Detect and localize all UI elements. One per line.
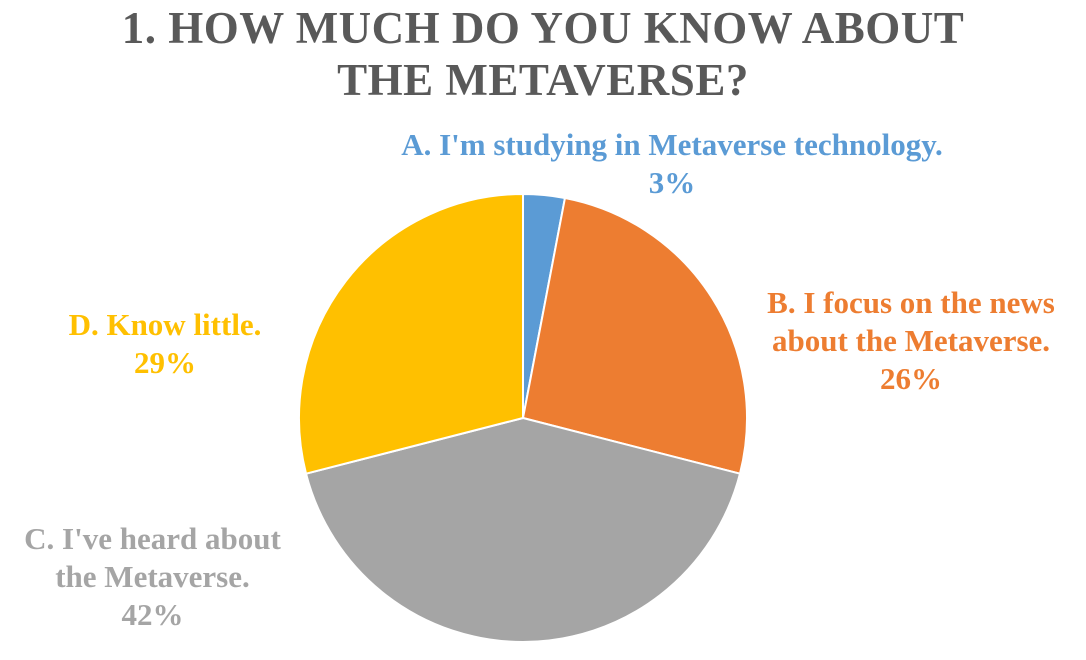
slice-label-c-value: 42% bbox=[121, 597, 184, 632]
pie-slices bbox=[298, 192, 748, 643]
chart-title-line-1: 1. HOW MUCH DO YOU KNOW ABOUT bbox=[121, 3, 965, 53]
pie-slice-d bbox=[298, 192, 524, 475]
slice-label-c-text-1: C. I've heard about bbox=[24, 521, 281, 556]
slice-label-a-value: 3% bbox=[648, 165, 696, 200]
slice-label-b-text-2: about the Metaverse. bbox=[771, 323, 1051, 358]
slice-label-a: A. I'm studying in Metaverse technology.… bbox=[352, 126, 992, 202]
pie-slice-c bbox=[304, 416, 742, 643]
slice-label-b-value: 26% bbox=[880, 361, 942, 396]
slice-label-d-value: 29% bbox=[134, 345, 196, 380]
slice-label-a-text: A. I'm studying in Metaverse technology. bbox=[401, 127, 943, 162]
slice-label-b: B. I focus on the news about the Metaver… bbox=[738, 284, 1084, 398]
slice-label-c: C. I've heard about the Metaverse. 42% bbox=[0, 520, 305, 634]
chart-title-line-2: THE METAVERSE? bbox=[337, 55, 749, 105]
chart-title: 1. HOW MUCH DO YOU KNOW ABOUT THE METAVE… bbox=[0, 2, 1086, 106]
slice-label-d-text: D. Know little. bbox=[68, 307, 262, 342]
slice-label-d: D. Know little. 29% bbox=[20, 306, 310, 382]
slice-label-b-text-1: B. I focus on the news bbox=[767, 285, 1055, 320]
pie-slice-b bbox=[521, 196, 748, 475]
slice-label-c-text-2: the Metaverse. bbox=[55, 559, 250, 594]
